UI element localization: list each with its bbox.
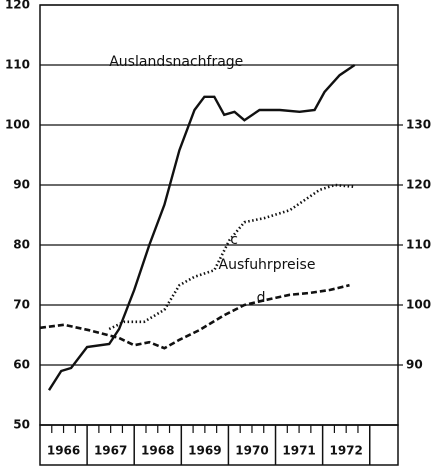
x-tick-label: 1972: [329, 444, 362, 458]
y-tick-label: 100: [5, 118, 30, 132]
y-tick-label: 70: [13, 298, 30, 312]
x-tick-label: 1967: [94, 444, 127, 458]
y-tick-label: 80: [13, 238, 30, 252]
x-tick-label: 1970: [235, 444, 268, 458]
x-tick-label: 1969: [188, 444, 221, 458]
x-tick-label: 1966: [47, 444, 80, 458]
y-tick-label: 60: [13, 358, 30, 372]
y2-tick-label: 130: [406, 118, 431, 132]
y-tick-label: 110: [5, 58, 30, 72]
series-line: [47, 64, 356, 391]
annotation: Ausfuhrpreise: [219, 257, 316, 273]
y2-tick-label: 120: [406, 178, 431, 192]
y-tick-label: 90: [13, 178, 30, 192]
annotation: d: [257, 290, 266, 306]
y-tick-label: 120: [5, 0, 30, 12]
x-tick-label: 1971: [282, 444, 315, 458]
annotation: c: [230, 232, 238, 248]
x-tick-label: 1968: [141, 444, 174, 458]
y2-tick-label: 90: [406, 358, 423, 372]
y2-tick-label: 110: [406, 238, 431, 252]
y-tick-label: 50: [13, 418, 30, 432]
annotation: Auslandsnachfrage: [109, 54, 243, 70]
series-line: [108, 183, 355, 331]
series-line: [39, 283, 350, 350]
y2-tick-label: 100: [406, 298, 431, 312]
x-axis-band: [39, 424, 399, 466]
